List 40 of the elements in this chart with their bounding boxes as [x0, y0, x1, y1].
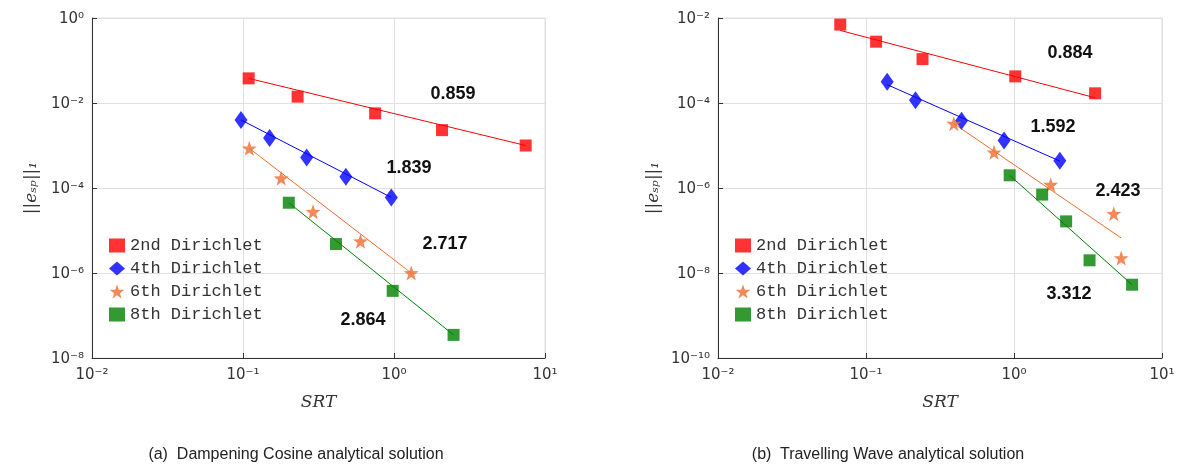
annotation: 2.717	[422, 233, 468, 253]
legend-label: 2nd Dirichlet	[756, 236, 889, 255]
y-tick-label: 10⁻¹⁰	[670, 349, 710, 367]
y-tick-label: 10⁻²	[676, 9, 710, 27]
y-tick-label: 10⁻⁶	[676, 179, 710, 197]
legend-label: 6th Dirichlet	[756, 282, 889, 301]
x-tick-label: 10⁰	[1001, 364, 1027, 383]
legend-label: 4th Dirichlet	[756, 259, 889, 278]
annotation: 2.864	[340, 309, 386, 329]
legend-label: 8th Dirichlet	[130, 305, 263, 324]
legend-label: 6th Dirichlet	[130, 282, 263, 301]
y-tick-label: 10⁻²	[50, 94, 84, 112]
y-tick-label: 10⁰	[58, 9, 84, 27]
annotation: 0.859	[430, 83, 476, 103]
y-tick-label: 10⁻⁸	[50, 349, 84, 367]
x-axis-title: SRT	[922, 390, 960, 411]
x-tick-label: 10⁻²	[701, 364, 735, 383]
annotation: 1.839	[386, 157, 432, 177]
legend-label: 2nd Dirichlet	[130, 236, 263, 255]
annotation: 0.884	[1047, 42, 1093, 62]
y-tick-label: 10⁻⁸	[676, 264, 710, 282]
x-tick-label: 10¹	[532, 364, 558, 383]
y-tick-label: 10⁻⁶	[50, 264, 84, 282]
y-axis-title: ||eₛₚ||₁	[19, 161, 40, 215]
x-tick-label: 10⁰	[381, 364, 407, 383]
annotation: 2.423	[1095, 180, 1141, 200]
y-tick-label: 10⁻⁴	[50, 179, 84, 197]
y-axis-title: ||eₛₚ||₁	[641, 161, 662, 215]
y-tick-label: 10⁻⁴	[676, 94, 710, 112]
annotation: 3.312	[1046, 283, 1092, 303]
x-axis-title: SRT	[300, 390, 338, 411]
x-tick-label: 10⁻²	[75, 364, 109, 383]
annotation: 1.592	[1030, 116, 1076, 136]
x-tick-label: 10¹	[1149, 364, 1175, 383]
text: (a) Dampening Cosine analytical solution	[148, 444, 444, 462]
x-tick-label: 10⁻¹	[226, 364, 260, 383]
legend-label: 8th Dirichlet	[756, 305, 889, 324]
legend-label: 4th Dirichlet	[130, 259, 263, 278]
x-tick-label: 10⁻¹	[849, 364, 883, 383]
text: (b) Travelling Wave analytical solution	[751, 444, 1025, 462]
